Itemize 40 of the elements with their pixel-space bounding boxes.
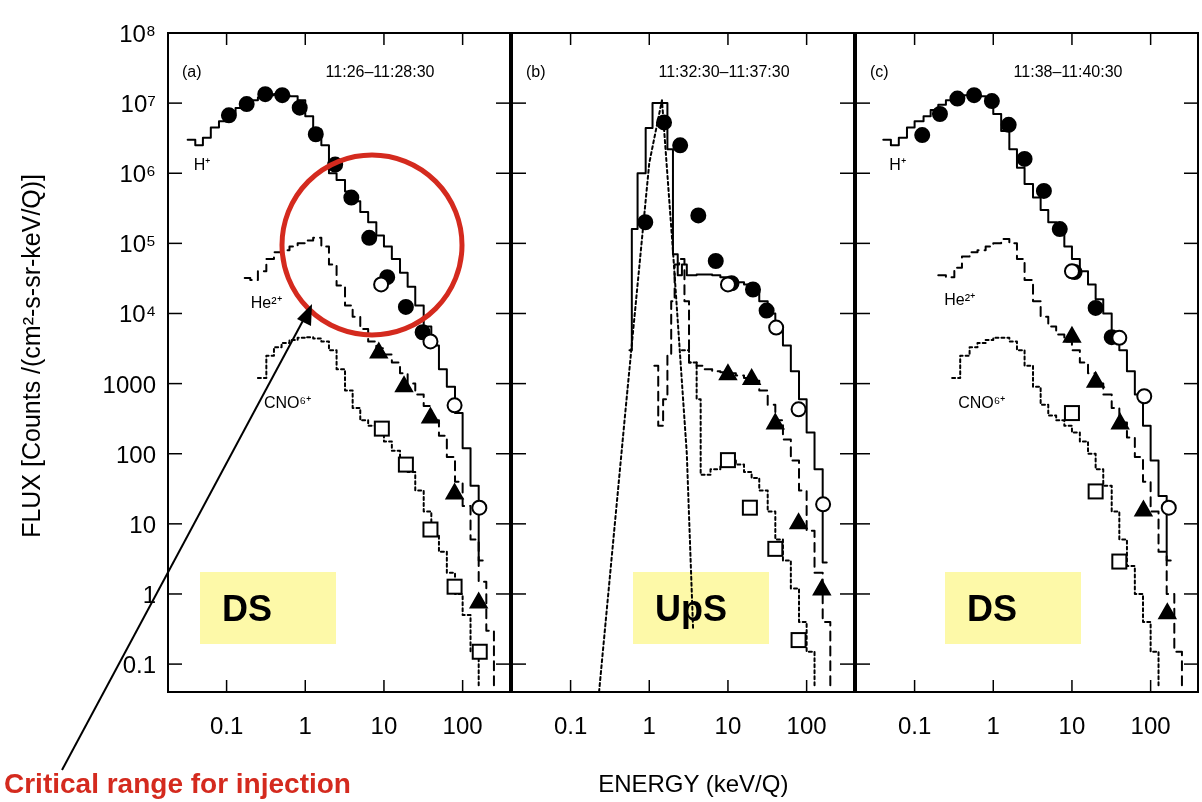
x-tick-label: 100 [442,712,483,739]
y-tick-label: 10⁵ [119,230,156,258]
x-tick-label: 10 [1058,712,1086,739]
x-tick-label: 10 [370,712,398,739]
y-tick-label: 10⁷ [120,90,156,118]
x-tick-label: 1 [642,712,656,739]
y-tick-label: 0.1 [122,651,156,679]
annotation: UpS [655,588,727,629]
y-tick-label: 10⁸ [119,20,156,47]
y-tick-label: 1 [142,580,156,608]
y-tick-label: 10⁴ [118,300,156,328]
x-tick-label: 10 [714,712,742,739]
y-tick-label: 1000 [102,370,156,398]
text: 11:38–11:40:30 [1013,63,1123,80]
y-tick-label: 10⁶ [119,160,156,188]
series-label: He²⁺ [944,291,976,309]
annotation: (b) [526,63,546,80]
text: 11:26–11:28:30 [325,63,435,80]
x-tick-label: 1 [986,712,1000,739]
annotation: DS [967,588,1018,629]
annotation: (c) [870,63,889,80]
series-label: CNO⁶⁺ [263,394,312,412]
series-label: He²⁺ [250,294,282,312]
x-tick-label: 100 [1130,712,1171,739]
annotation: DS [222,588,273,629]
text: 11:32:30–11:37:30 [658,63,790,80]
series-label: CNO⁶⁺ [958,394,1006,412]
y-axis-title: FLUX [Counts /(cm²-s-sr-keV/Q)] [17,173,45,538]
annotation: (a) [182,63,202,80]
x-axis-title: ENERGY (keV/Q) [598,770,789,797]
series-label: H⁺ [889,155,906,173]
x-tick-label: 0.1 [897,712,932,739]
text: Critical range for injection [4,768,351,799]
x-tick-label: 0.1 [553,712,588,739]
series-label: H⁺ [193,155,211,173]
x-tick-label: 100 [786,712,827,739]
y-tick-label: 100 [115,440,156,468]
x-tick-label: 0.1 [209,712,244,739]
x-tick-label: 1 [298,712,312,739]
y-tick-label: 10 [129,510,156,538]
